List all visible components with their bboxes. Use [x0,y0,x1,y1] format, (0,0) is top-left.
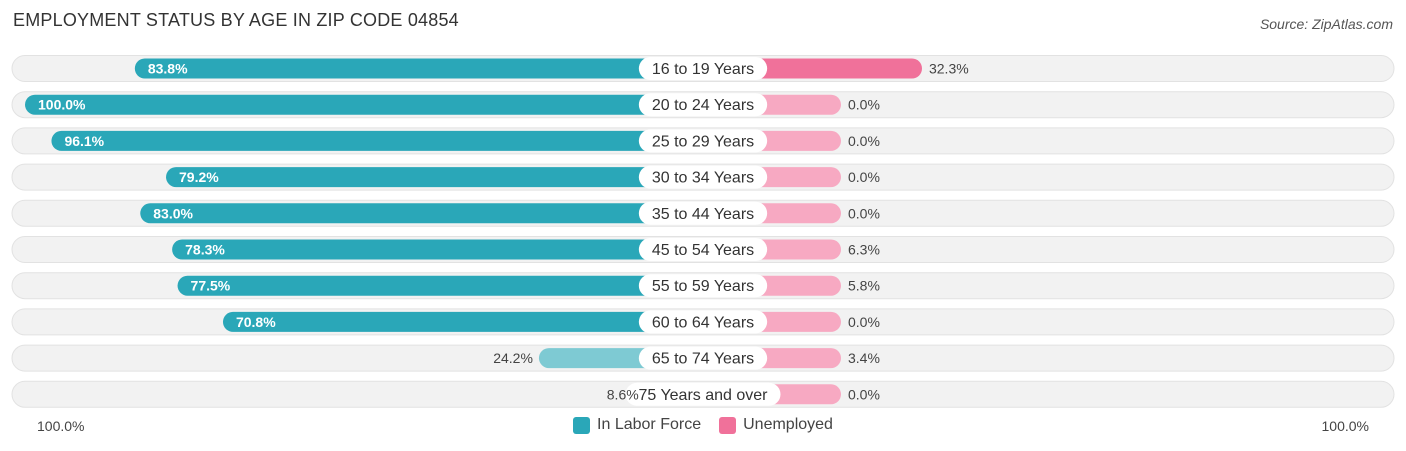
legend-label-labor: In Labor Force [597,416,702,433]
chart-row: 35 to 44 Years 83.0% 0.0% [11,199,1395,227]
source-label: Source: ZipAtlas.com [1259,16,1393,32]
value-label-labor: 24.2% [493,350,533,366]
value-label-unemployed: 32.3% [929,61,969,77]
legend: In Labor Force Unemployed [0,416,1406,434]
category-label: 30 to 34 Years [652,170,754,187]
chart-row: 60 to 64 Years 70.8% 0.0% [11,308,1395,336]
category-label: 25 to 29 Years [652,133,754,150]
legend-item-unemployed[interactable]: Unemployed [719,416,833,434]
value-label-labor: 79.2% [179,169,219,185]
category-label: 55 to 59 Years [652,278,754,295]
axis-right-label: 100.0% [1321,418,1369,434]
chart-row: 45 to 54 Years 78.3% 6.3% [11,236,1395,263]
chart-row: 65 to 74 Years 24.2% 3.4% [11,344,1395,372]
value-label-unemployed: 0.0% [848,386,880,402]
category-pill [638,57,768,80]
value-label-labor: 83.8% [148,61,188,77]
category-pill [638,238,768,261]
category-label: 60 to 64 Years [652,314,754,331]
legend-item-labor[interactable]: In Labor Force [573,416,701,434]
category-label: 75 Years and over [639,387,769,404]
value-label-labor: 78.3% [185,242,225,258]
value-label-labor: 70.8% [236,314,276,330]
category-label: 45 to 54 Years [652,242,754,259]
category-label: 35 to 44 Years [652,206,754,223]
value-label-labor: 83.0% [153,205,193,221]
bar-labor[interactable] [172,239,704,260]
category-pill [638,346,768,370]
chart-row: 16 to 19 Years 83.8% 32.3% [11,55,1395,82]
chart-area: 16 to 19 Years 83.8% 32.3% 20 to 24 Years 10… [11,55,1395,408]
value-label-unemployed: 0.0% [848,133,880,149]
category-pill [638,129,768,153]
category-pill [638,165,768,189]
legend-swatch-unemployed [719,416,737,434]
category-pill [638,201,768,225]
category-pill [638,310,768,334]
value-label-unemployed: 0.0% [848,97,880,113]
category-pill [638,93,768,117]
value-label-unemployed: 0.0% [848,314,880,330]
bar-labor[interactable] [51,130,703,151]
category-label: 16 to 19 Years [652,61,754,78]
value-label-unemployed: 5.8% [848,278,880,294]
category-pill [625,382,781,406]
bar-labor[interactable] [222,311,703,332]
value-label-unemployed: 6.3% [848,242,880,258]
chart-title: EMPLOYMENT STATUS BY AGE IN ZIP CODE 048… [13,10,459,30]
legend-label-unemployed: Unemployed [743,416,833,433]
value-label-labor: 100.0% [38,97,86,113]
bar-labor[interactable] [140,203,703,224]
chart-row: 55 to 59 Years 77.5% 5.8% [11,272,1395,300]
category-label: 65 to 74 Years [652,351,754,368]
category-label: 20 to 24 Years [652,97,754,114]
chart-row: 20 to 24 Years 100.0% 0.0% [11,91,1395,119]
bar-labor[interactable] [177,275,704,296]
bar-labor[interactable] [166,167,704,188]
bar-labor[interactable] [134,58,703,79]
value-label-unemployed: 3.4% [848,350,880,366]
axis-left-label: 100.0% [37,418,85,434]
bar-labor[interactable] [25,94,703,115]
chart-row: 30 to 34 Years 79.2% 0.0% [11,163,1395,191]
value-label-labor: 77.5% [191,278,231,294]
chart-row: 25 to 29 Years 96.1% 0.0% [11,127,1395,155]
value-label-unemployed: 0.0% [848,205,880,221]
category-pill [638,274,768,298]
value-label-labor: 96.1% [64,133,104,149]
value-label-unemployed: 0.0% [848,169,880,185]
value-label-labor: 8.6% [607,386,639,402]
legend-swatch-labor [573,416,591,434]
